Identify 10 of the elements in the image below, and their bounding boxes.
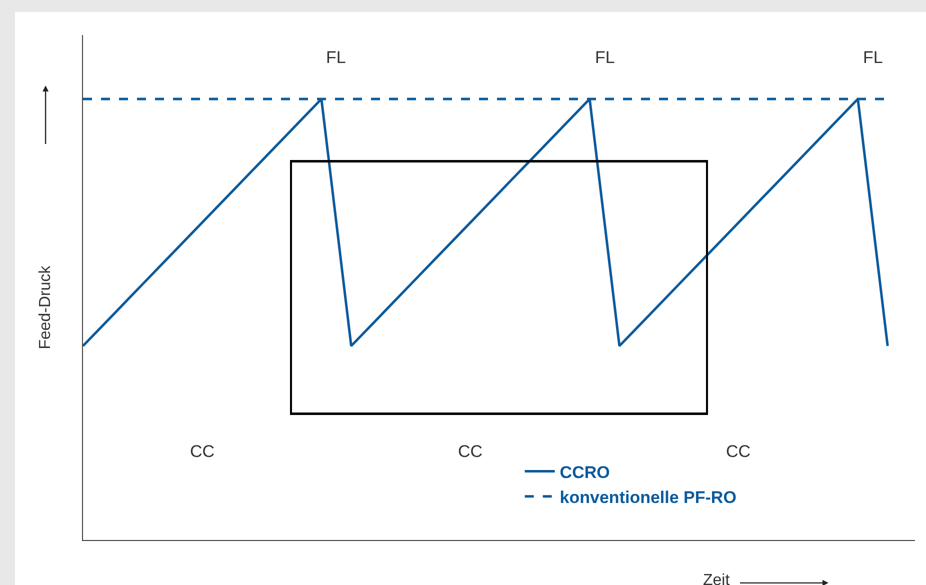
text: FL bbox=[595, 48, 615, 67]
annotation: CC bbox=[190, 442, 215, 461]
annotation: CC bbox=[458, 442, 483, 461]
legend-label: CCRO bbox=[560, 462, 610, 482]
annotation: CC bbox=[726, 442, 751, 461]
text: FL bbox=[326, 48, 346, 67]
legend-label: konventionelle PF-RO bbox=[560, 488, 736, 508]
y-axis-title: Feed-Druck bbox=[36, 264, 54, 350]
x-axis-title: Zeit bbox=[703, 572, 730, 585]
text: FL bbox=[863, 48, 883, 67]
